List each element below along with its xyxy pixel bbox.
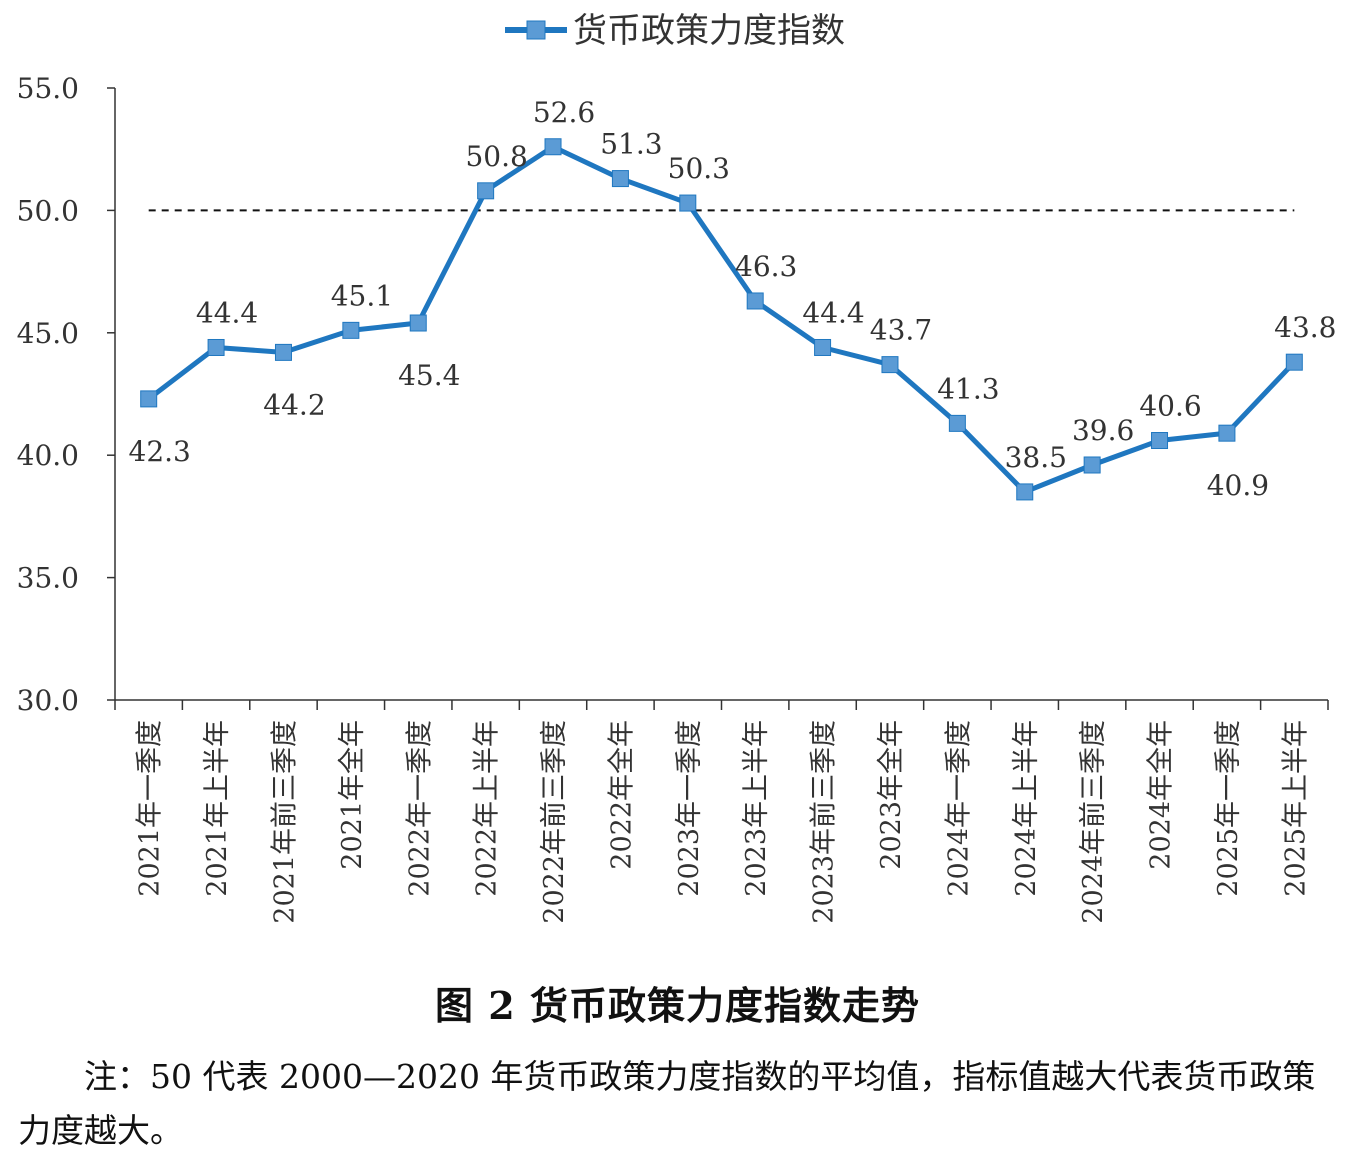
data-label: 45.4 xyxy=(398,359,460,392)
x-tick-label: 2024年前三季度 xyxy=(1078,720,1109,924)
y-tick-label: 40.0 xyxy=(17,439,79,472)
y-tick-label: 50.0 xyxy=(17,194,79,227)
x-tick-label: 2024年上半年 xyxy=(1011,720,1042,897)
data-label: 43.7 xyxy=(870,314,932,347)
x-tick-label: 2024年全年 xyxy=(1146,720,1177,870)
data-point-marker xyxy=(274,343,292,361)
data-label: 41.3 xyxy=(937,372,999,405)
x-axis-ticks: 2021年一季度 2021年上半年 2021年前三季度 2021年全年 2022年一季度… xyxy=(114,700,1329,924)
x-tick-label: 2023年前三季度 xyxy=(809,720,840,924)
data-label: 40.6 xyxy=(1139,390,1201,423)
x-tick-label: 2022年全年 xyxy=(606,720,637,870)
data-label: 44.2 xyxy=(263,388,325,421)
data-point-marker xyxy=(1285,353,1303,371)
x-tick-label: 2023年一季度 xyxy=(674,720,705,897)
data-point-marker xyxy=(1151,432,1169,450)
data-labels-group: 42.3 44.4 44.2 45.1 45.4 50.852.651.350.3 46.3… xyxy=(129,96,1337,502)
data-point-marker xyxy=(140,390,158,408)
legend-label: 货币政策力度指数 xyxy=(573,11,845,51)
line-chart: 货币政策力度指数 30.0 35.0 40.0 45.0 50.0 55.0 2021年一… xyxy=(17,11,1337,924)
y-tick-label: 45.0 xyxy=(17,317,79,350)
data-point-marker xyxy=(1218,424,1236,442)
data-label: 44.4 xyxy=(196,296,258,329)
y-tick-label: 30.0 xyxy=(17,684,79,717)
x-tick-label: 2021年前三季度 xyxy=(269,720,300,924)
y-tick-label: 35.0 xyxy=(17,562,79,595)
data-point-marker xyxy=(1016,483,1034,501)
x-tick-label: 2024年一季度 xyxy=(943,720,974,897)
data-point-marker xyxy=(342,321,360,339)
x-tick-label: 2022年上半年 xyxy=(472,720,503,897)
x-tick-label: 2022年一季度 xyxy=(404,720,435,897)
x-tick-label: 2023年全年 xyxy=(876,720,907,870)
figure-title: 图 2 货币政策力度指数走势 xyxy=(435,983,920,1028)
y-axis-ticks: 30.0 35.0 40.0 45.0 50.0 55.0 xyxy=(17,72,115,717)
x-tick-label: 2022年前三季度 xyxy=(539,720,570,924)
figure-note: 注：50 代表 2000—2020 年货币政策力度指数的平均值，指标值越大代表货… xyxy=(18,1057,1316,1150)
data-label: 45.1 xyxy=(331,279,393,312)
data-point-marker xyxy=(207,338,225,356)
data-label: 51.3 xyxy=(600,128,662,161)
series-group xyxy=(140,138,1303,501)
legend-marker-swatch xyxy=(526,20,546,40)
data-label: 39.6 xyxy=(1072,414,1134,447)
data-label: 52.6 xyxy=(533,96,595,129)
data-point-marker xyxy=(544,138,562,156)
series-line xyxy=(147,144,1297,495)
x-tick-label: 2021年一季度 xyxy=(135,720,166,897)
data-point-marker xyxy=(409,314,427,332)
data-point-marker xyxy=(948,414,966,432)
data-point-marker xyxy=(814,338,832,356)
data-label: 38.5 xyxy=(1005,441,1067,474)
y-tick-label: 55.0 xyxy=(17,72,79,105)
data-point-marker xyxy=(679,194,697,212)
data-label: 43.8 xyxy=(1274,311,1336,344)
x-tick-label: 2025年上半年 xyxy=(1280,720,1311,897)
x-tick-label: 2021年全年 xyxy=(337,720,368,870)
data-label: 42.3 xyxy=(129,435,191,468)
x-tick-label: 2021年上半年 xyxy=(202,720,233,897)
data-label: 50.8 xyxy=(465,140,527,173)
data-label: 46.3 xyxy=(735,250,797,283)
data-point-marker xyxy=(881,356,899,374)
x-tick-label: 2025年一季度 xyxy=(1213,720,1244,897)
data-point-marker xyxy=(611,170,629,188)
data-label: 40.9 xyxy=(1207,469,1269,502)
chart-legend: 货币政策力度指数 xyxy=(505,11,845,51)
data-point-marker xyxy=(477,182,495,200)
data-label: 44.4 xyxy=(802,296,864,329)
data-point-marker xyxy=(1083,456,1101,474)
data-point-marker xyxy=(746,292,764,310)
x-tick-label: 2023年上半年 xyxy=(741,720,772,897)
data-label: 50.3 xyxy=(668,152,730,185)
